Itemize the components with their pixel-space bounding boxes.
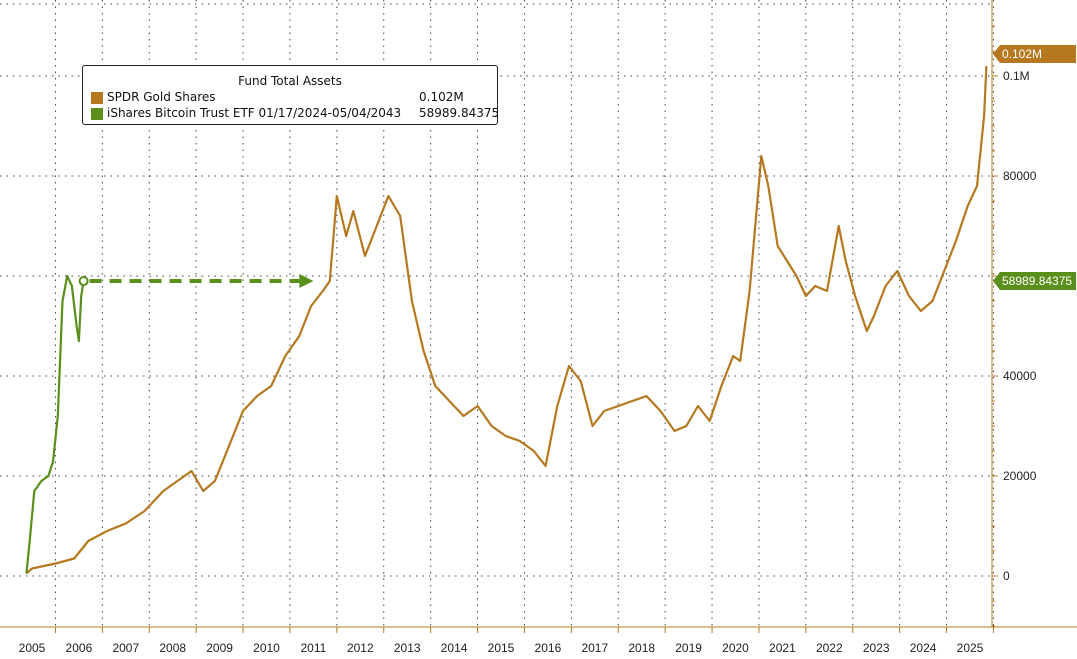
x-tick-label: 2018 bbox=[628, 641, 655, 655]
arrow-start-dot bbox=[78, 276, 89, 287]
x-tick-label: 2006 bbox=[66, 641, 93, 655]
y-tick-label: 80000 bbox=[1003, 169, 1037, 183]
x-tick-label: 2015 bbox=[488, 641, 515, 655]
legend-swatch-gold bbox=[91, 92, 103, 104]
series-line-gold bbox=[25, 65, 988, 575]
y-tick-label: 0 bbox=[1003, 569, 1010, 583]
end-tag-background bbox=[993, 272, 1076, 291]
legend-label-bitcoin: iShares Bitcoin Trust ETF 01/17/2024-05/… bbox=[107, 106, 402, 120]
legend-swatch-bitcoin bbox=[91, 108, 103, 120]
series-line-bitcoin bbox=[25, 274, 85, 574]
x-tick-label: 2021 bbox=[769, 641, 796, 655]
x-tick-label: 2005 bbox=[19, 641, 46, 655]
x-tick-label: 2016 bbox=[535, 641, 562, 655]
x-tick-label: 2009 bbox=[206, 641, 233, 655]
y-tick-label: 40000 bbox=[1003, 369, 1037, 383]
x-tick-label: 2010 bbox=[253, 641, 280, 655]
y-tick-label: 0.1M bbox=[1003, 69, 1030, 83]
x-tick-label: 2012 bbox=[347, 641, 374, 655]
end-tag-gold: 0.102M bbox=[993, 45, 1076, 63]
end-tag-text: 58989.84375 bbox=[1002, 274, 1072, 288]
legend-value-bitcoin: 58989.84375 bbox=[419, 106, 500, 120]
chart-title: Fund Total Assets bbox=[238, 74, 342, 88]
end-tag-background bbox=[993, 45, 1076, 63]
legend-value-gold: 0.102M bbox=[419, 90, 464, 104]
x-tick-label: 2014 bbox=[441, 641, 468, 655]
x-tick-label: 2017 bbox=[581, 641, 608, 655]
x-tick-label: 2011 bbox=[300, 641, 326, 655]
axes bbox=[0, 0, 1077, 633]
legend: Fund Total Assets SPDR Gold Shares 0.102… bbox=[82, 65, 499, 125]
x-tick-label: 2025 bbox=[957, 641, 984, 655]
y-tick-label: 20000 bbox=[1003, 469, 1037, 483]
end-tag-bitcoin: 58989.84375 bbox=[993, 272, 1076, 291]
series-layer bbox=[25, 65, 988, 575]
legend-label-gold: SPDR Gold Shares bbox=[107, 90, 216, 104]
x-tick-label: 2022 bbox=[816, 641, 843, 655]
x-tick-label: 2023 bbox=[863, 641, 890, 655]
arrow-head bbox=[299, 274, 314, 289]
axis-labels: 0 20000 40000 80000 0.1M 2005 2006 2007 2008 2009… bbox=[19, 45, 1076, 655]
legend-item-gold: SPDR Gold Shares 0.102M bbox=[91, 90, 489, 106]
x-tick-label: 2007 bbox=[112, 641, 139, 655]
x-tick-label: 2020 bbox=[722, 641, 749, 655]
x-tick-label: 2019 bbox=[675, 641, 702, 655]
x-tick-label: 2008 bbox=[159, 641, 186, 655]
end-tag-text: 0.102M bbox=[1002, 47, 1042, 61]
x-tick-label: 2024 bbox=[910, 641, 937, 655]
x-tick-label: 2013 bbox=[394, 641, 421, 655]
legend-item-bitcoin: iShares Bitcoin Trust ETF 01/17/2024-05/… bbox=[91, 106, 499, 122]
